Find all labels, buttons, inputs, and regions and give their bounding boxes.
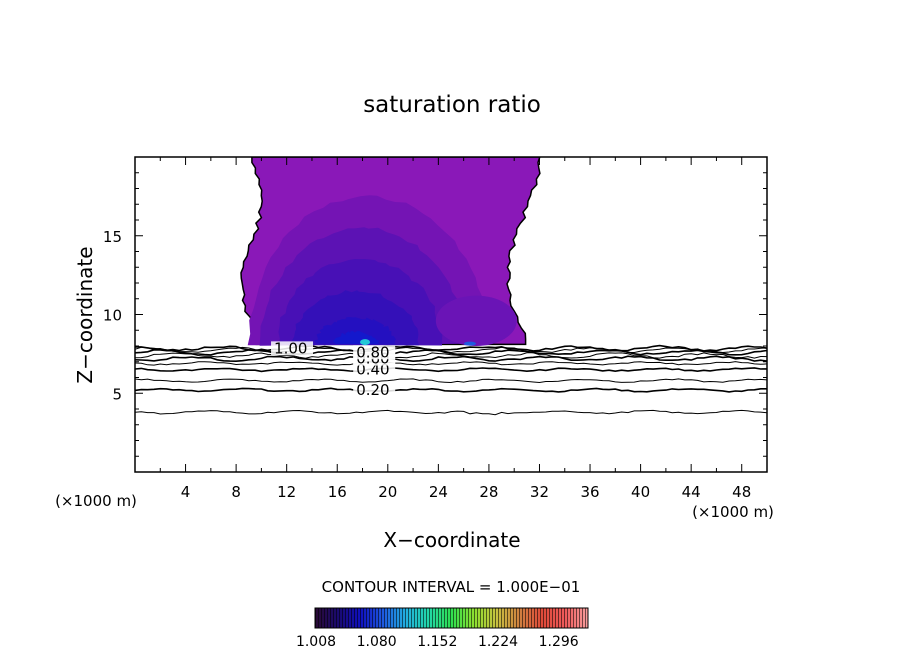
colorbar-tick-label: 1.224 xyxy=(478,634,518,650)
contour-label-bg xyxy=(271,341,314,356)
y-tick-label: 10 xyxy=(103,307,122,325)
fill-band-right-lobe xyxy=(435,295,517,346)
x-tick-label: 44 xyxy=(682,483,701,501)
colorbar-stripes xyxy=(315,608,588,628)
contour-label-0.20: 0.20 xyxy=(356,381,389,399)
x-axis-label: X−coordinate xyxy=(383,528,520,552)
contour-label-bg xyxy=(353,362,396,377)
chart-title: saturation ratio xyxy=(363,92,541,118)
x-tick-label: 40 xyxy=(631,483,650,501)
y-axis-label: Z−coordinate xyxy=(73,246,97,383)
contour-labels: 0.200.400.600.801.00 xyxy=(271,339,396,399)
x-tick-label: 16 xyxy=(328,483,347,501)
x-tick-label: 4 xyxy=(181,483,191,501)
fill-spot-right xyxy=(463,341,476,346)
colorbar-frame xyxy=(314,607,589,629)
x-unit-label: (×1000 m) xyxy=(692,503,774,521)
contour-line-0.40 xyxy=(135,367,767,373)
y-tick-label: 15 xyxy=(103,228,122,246)
contour-line-0.20 xyxy=(135,387,767,393)
x-tick-label: 12 xyxy=(277,483,296,501)
fill-max-spot xyxy=(360,339,371,346)
colorbar: 1.008 1.080 1.152 1.224 1.296 xyxy=(296,607,589,650)
contour-label-bg xyxy=(353,345,396,360)
colorbar-tick-label: 1.152 xyxy=(417,634,457,650)
contour-line-0.80 xyxy=(135,348,767,356)
contour-lines xyxy=(135,344,767,416)
plot-area xyxy=(135,157,767,416)
x-tick-label: 28 xyxy=(479,483,498,501)
contour-line-0.60 xyxy=(135,355,767,363)
contour-label-0.80: 0.80 xyxy=(356,343,389,361)
saturation-fill-region xyxy=(240,157,541,346)
contour-line-0.70 xyxy=(135,352,767,359)
contour-label-1.00: 1.00 xyxy=(274,339,307,357)
colorbar-tick-label: 1.080 xyxy=(357,634,397,650)
z-unit-label: (×1000 m) xyxy=(55,492,137,510)
x-tick-label: 32 xyxy=(530,483,549,501)
x-tick-label: 36 xyxy=(580,483,599,501)
contour-line-0.50 xyxy=(135,361,767,366)
x-tick-label: 20 xyxy=(378,483,397,501)
fill-band-4 xyxy=(314,317,396,345)
x-tick-label: 48 xyxy=(732,483,751,501)
contour-line-0.10 xyxy=(135,409,767,416)
colorbar-tick-labels: 1.008 1.080 1.152 1.224 1.296 xyxy=(296,634,579,650)
colorbar-tick-label: 1.296 xyxy=(539,634,579,650)
contour-label-bg xyxy=(353,383,396,398)
x-tick-label: 8 xyxy=(231,483,241,501)
colorbar-tick-label: 1.008 xyxy=(296,634,336,650)
contour-line-0.30 xyxy=(135,378,767,384)
contour-interval-text: CONTOUR INTERVAL = 1.000E−01 xyxy=(322,578,581,596)
y-tick-label: 5 xyxy=(112,385,122,403)
contour-line-1.00 xyxy=(135,344,767,352)
x-tick-label: 24 xyxy=(429,483,448,501)
